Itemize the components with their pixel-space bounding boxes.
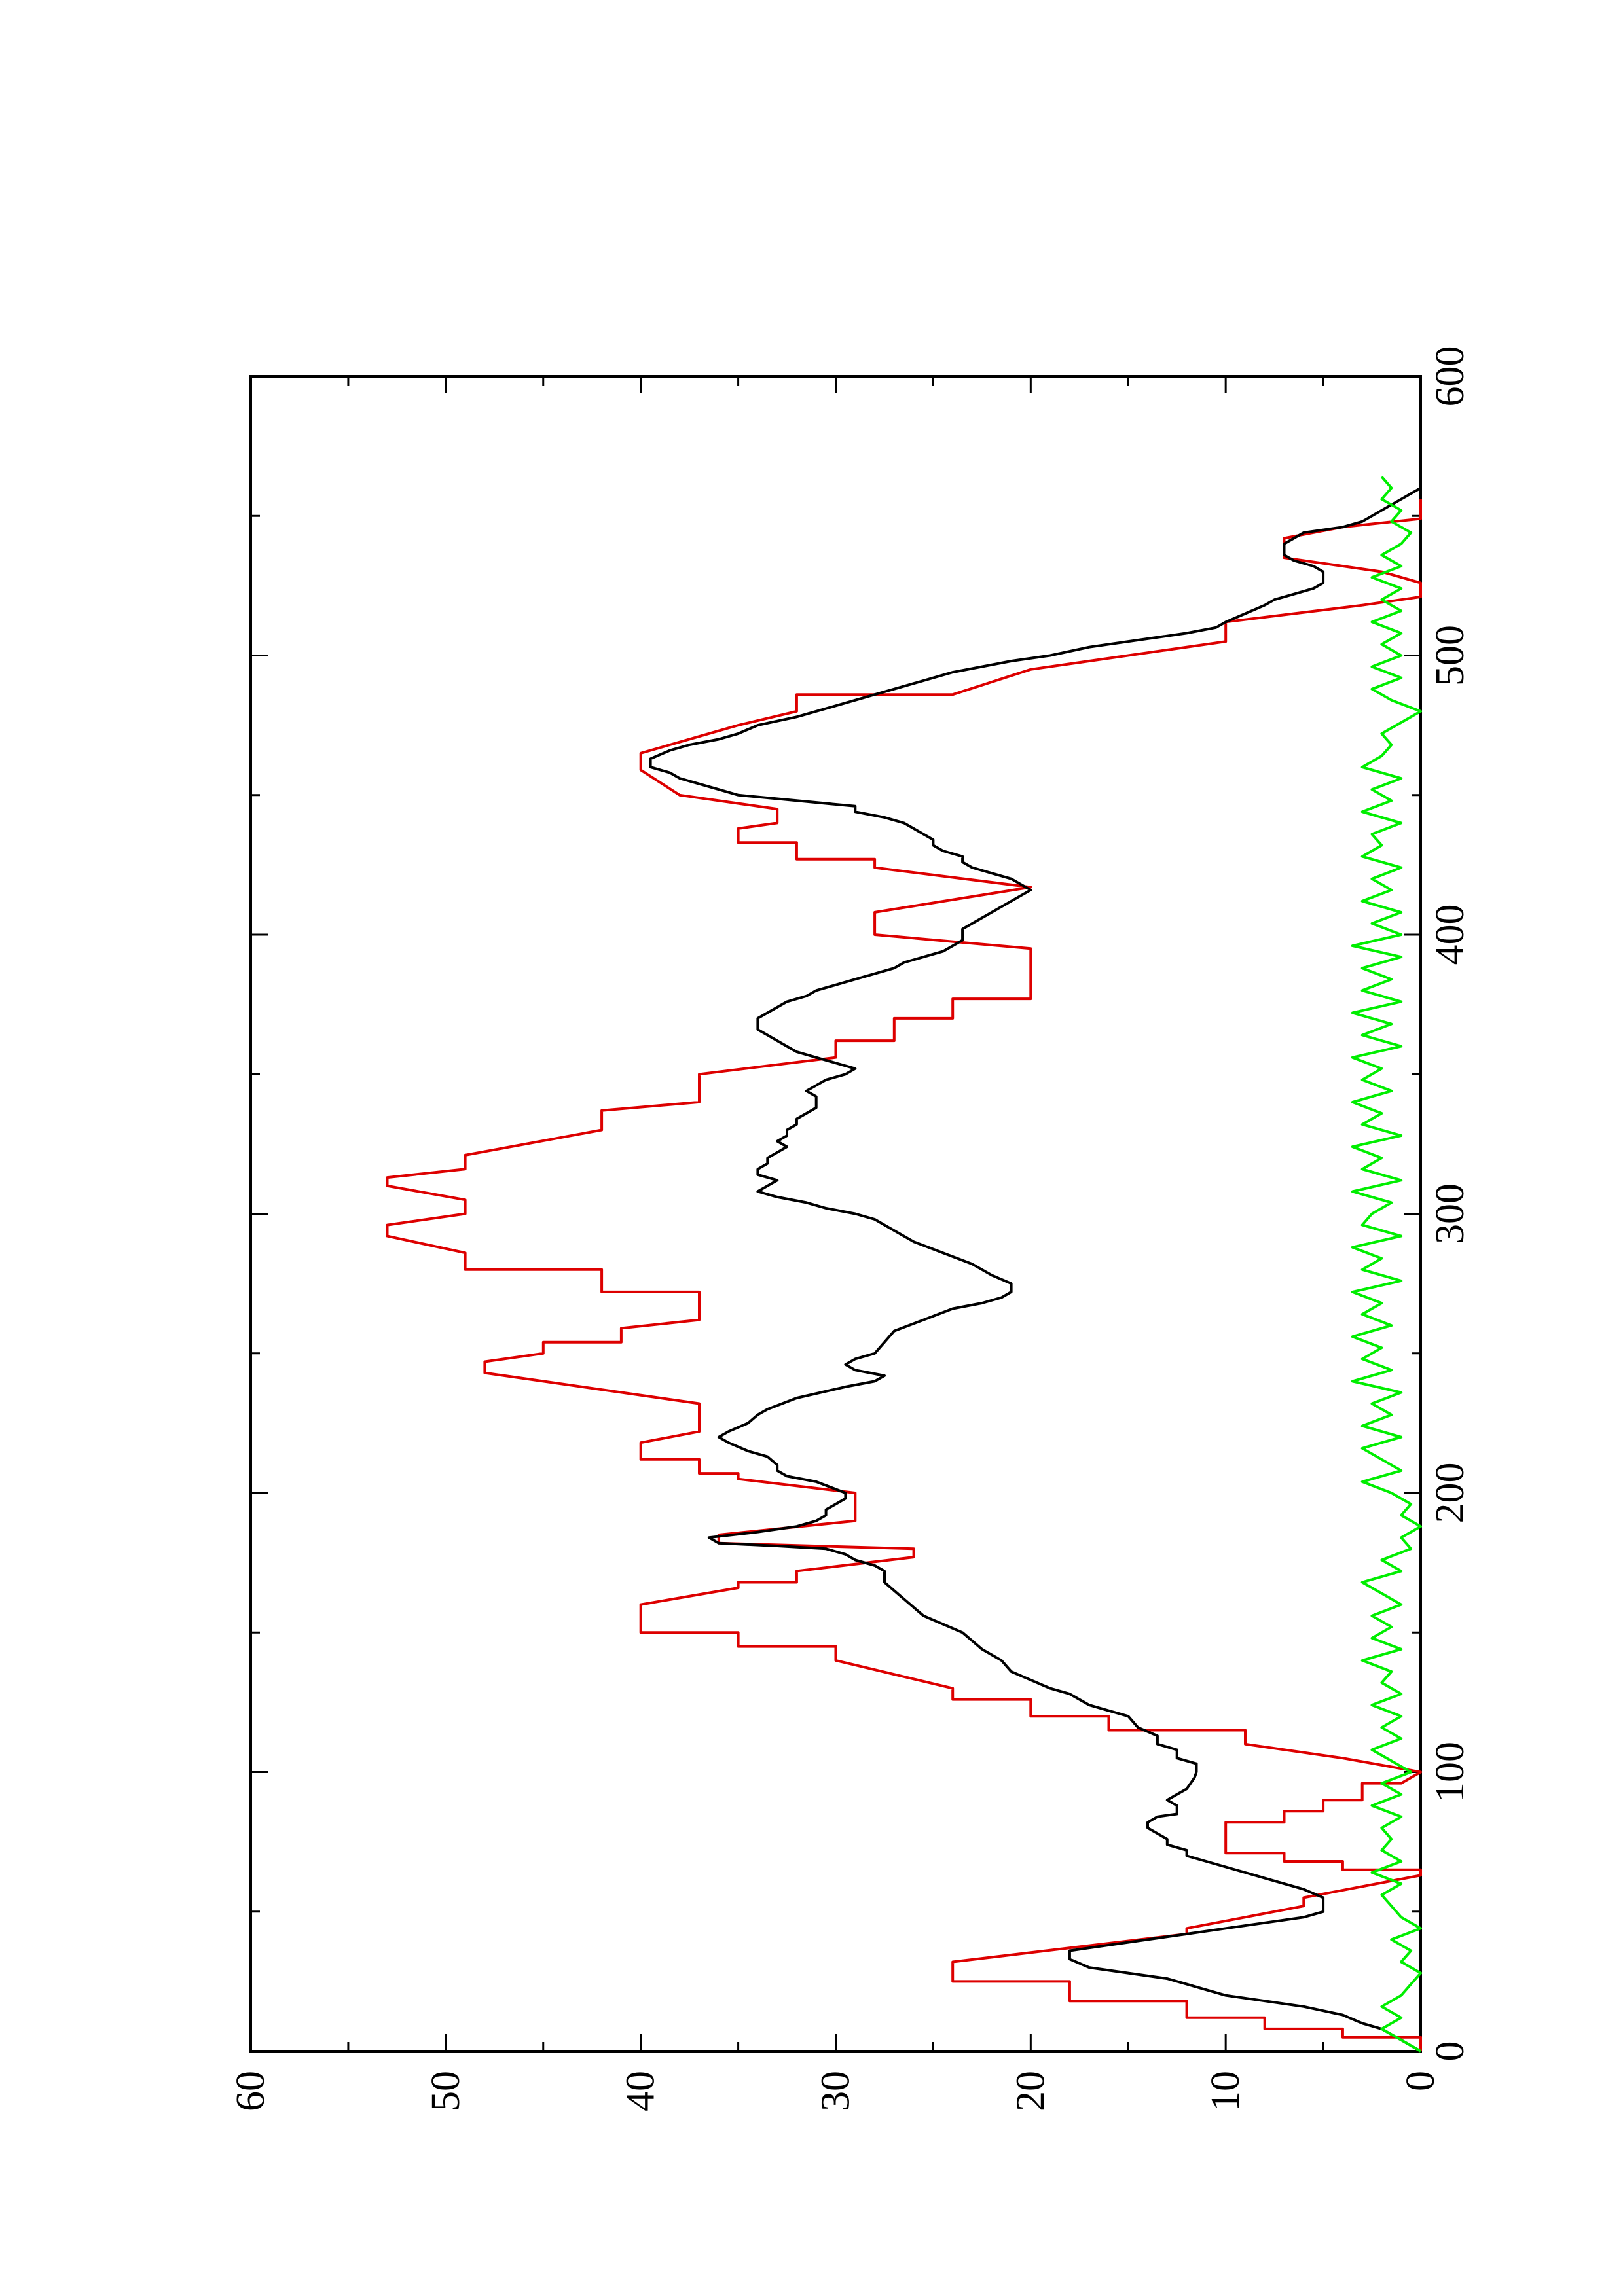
- axis-tick-labels: 0 100 200 300 400 500 600 0 10 20 30 40 50 60: [228, 346, 1472, 2112]
- x-tick-label: 100: [1428, 1742, 1472, 1803]
- x-tick-label: 300: [1428, 1183, 1472, 1244]
- y-tick-label: 50: [424, 2071, 468, 2111]
- x-tick-label: 600: [1428, 346, 1472, 407]
- y-tick-label: 20: [1008, 2071, 1053, 2111]
- x-tick-label: 0: [1428, 2041, 1472, 2062]
- x-tick-label: 400: [1428, 905, 1472, 965]
- y-tick-label: 0: [1398, 2071, 1443, 2091]
- y-tick-label: 40: [619, 2071, 663, 2111]
- x-tick-label: 500: [1428, 625, 1472, 686]
- y-tick-label: 60: [228, 2071, 273, 2111]
- x-tick-label: 200: [1428, 1463, 1472, 1524]
- series-line-3: [1351, 476, 1422, 2053]
- series-line-1: [386, 499, 1422, 2051]
- y-tick-label: 10: [1203, 2071, 1248, 2111]
- axis-ticks: [249, 375, 1422, 2053]
- series-layer: [386, 476, 1422, 2053]
- y-tick-label: 30: [814, 2071, 858, 2111]
- series-line-2: [649, 486, 1421, 2053]
- plot-frame: [249, 375, 1422, 2053]
